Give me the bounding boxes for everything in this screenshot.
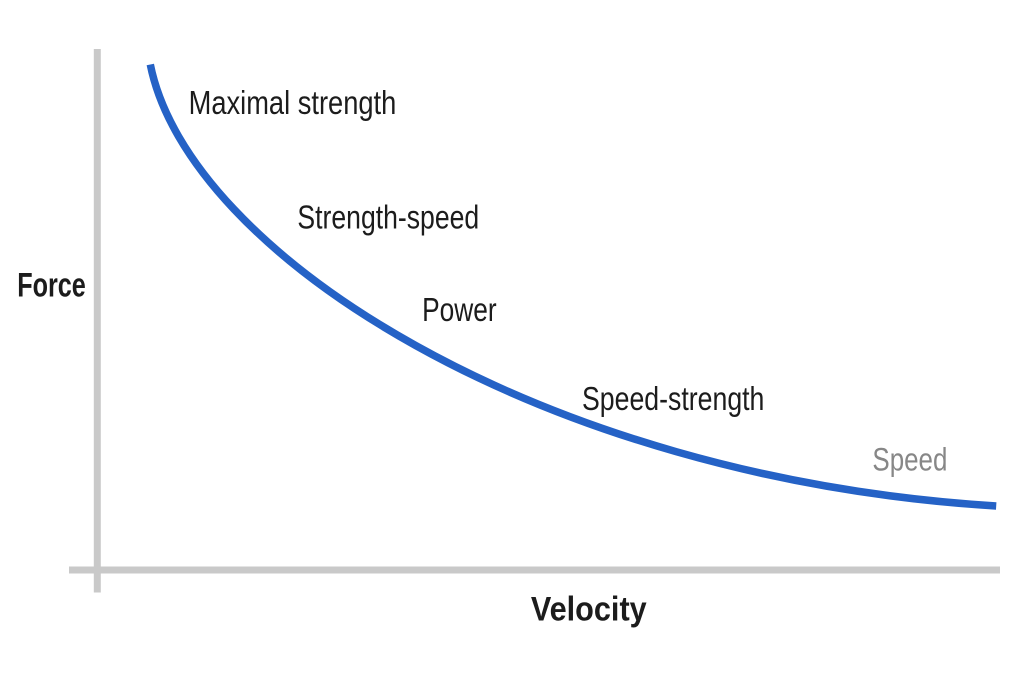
svg-text:Power: Power — [422, 291, 497, 328]
svg-text:Strength-speed: Strength-speed — [297, 199, 479, 236]
svg-text:Speed: Speed — [872, 442, 947, 478]
svg-text:Speed-strength: Speed-strength — [582, 380, 764, 417]
svg-text:Maximal strength: Maximal strength — [189, 84, 397, 121]
svg-text:Force: Force — [17, 267, 86, 305]
svg-text:Velocity: Velocity — [531, 591, 647, 629]
